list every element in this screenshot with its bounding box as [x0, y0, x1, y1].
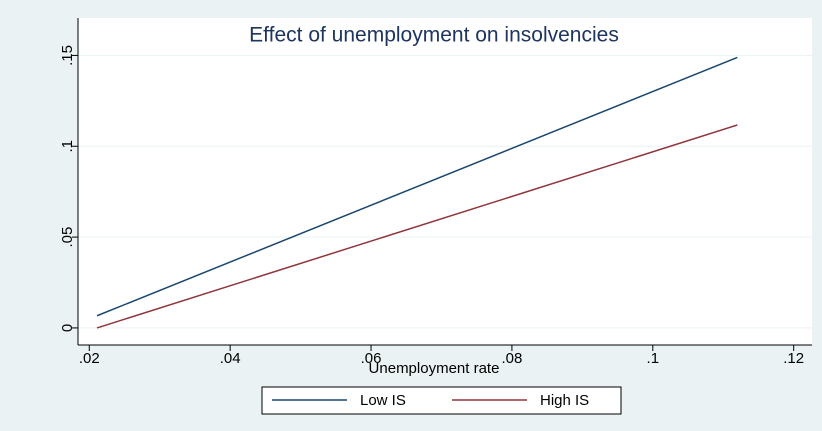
- x-tick-label: .02: [79, 350, 100, 367]
- legend-label: High IS: [540, 392, 589, 409]
- x-tick-label: .06: [361, 350, 382, 367]
- x-tick-label: .08: [501, 350, 522, 367]
- plot-area: [78, 18, 812, 345]
- y-tick-label: .05: [59, 227, 76, 248]
- x-tick-label: .1: [647, 350, 660, 367]
- x-tick-label: .12: [783, 350, 804, 367]
- x-tick-label: .04: [220, 350, 241, 367]
- chart-title: Effect of unemployment on insolvencies: [249, 24, 619, 47]
- y-tick-label: .1: [59, 140, 76, 153]
- line-series: [96, 124, 738, 329]
- y-tick-label: .15: [59, 45, 76, 66]
- y-tick-label: 0: [59, 324, 76, 332]
- line-series: [96, 56, 738, 317]
- x-axis-label: Unemployment rate: [369, 360, 500, 377]
- legend-label: Low IS: [360, 392, 406, 409]
